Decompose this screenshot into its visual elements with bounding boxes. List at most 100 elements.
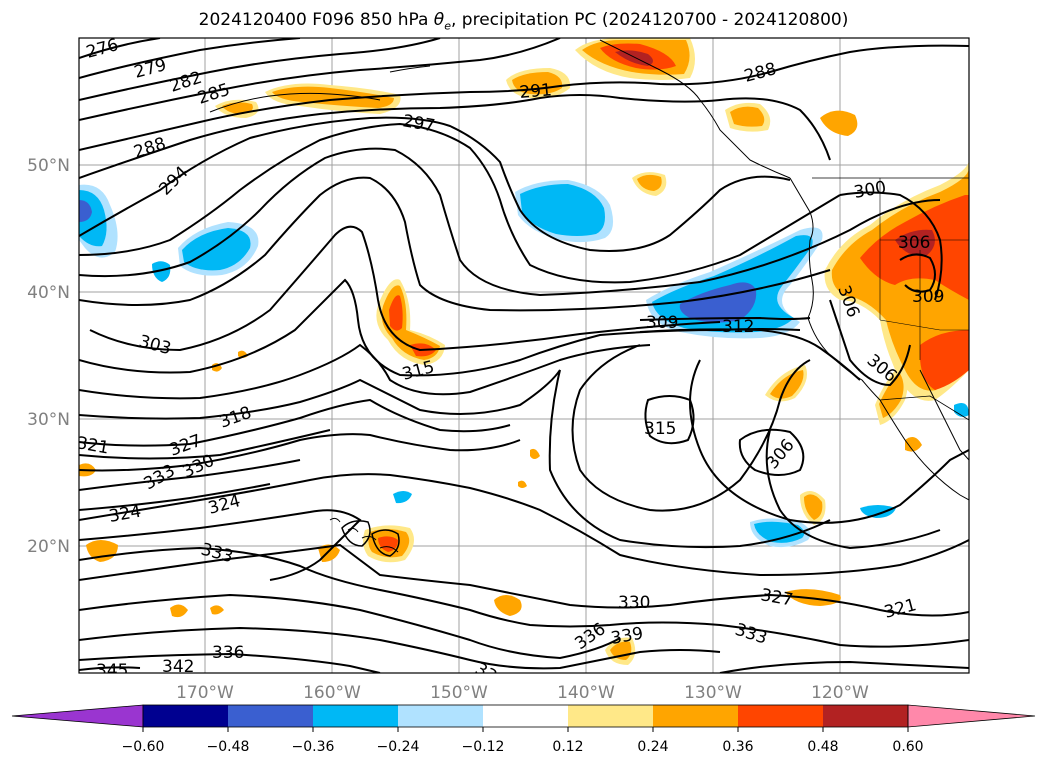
contour-label: 291 <box>519 80 553 103</box>
contour-line-324b <box>79 473 969 577</box>
lon-label-120w: 120°W <box>811 683 869 703</box>
colorbar-tick-label: 0.48 <box>807 739 838 755</box>
colorbar-tick-label: 0.12 <box>552 739 583 755</box>
precip-blob-hawaii-north <box>393 491 412 504</box>
contour-label: 309 <box>646 313 678 333</box>
title-suffix: , precipitation PC (2024120700 - 2024120… <box>450 10 849 30</box>
contour-line-279 <box>79 38 301 79</box>
contour-label: 342 <box>162 657 194 677</box>
gridlines <box>79 38 969 673</box>
precip-blob-28n-143w <box>530 448 540 459</box>
colorbar-tick-label: −0.60 <box>122 739 165 755</box>
lat-label-40n: 40°N <box>27 283 70 303</box>
precip-blob-17n-b <box>210 605 224 615</box>
precip-blob-bc-coast-o <box>730 106 765 127</box>
contour-line-321c <box>738 428 805 476</box>
contour-line-300 <box>79 147 941 297</box>
colorbar-tick-label: 0.36 <box>722 739 753 755</box>
contour-line-312 <box>639 328 861 381</box>
precip-blob-pnw-region-dr <box>895 229 935 257</box>
colorbar-tick-label: −0.24 <box>377 739 420 755</box>
precip-blob-sw-us-r <box>919 330 969 390</box>
title-prefix: 2024120400 F096 850 hPa <box>198 10 434 30</box>
contour-line-276 <box>79 38 161 59</box>
precip-blob-125w-22n-o <box>804 494 823 520</box>
precip-blob-gulf-north-o <box>512 72 563 95</box>
precip-blob-gulf-mid-o <box>637 174 662 191</box>
contour-line-303 <box>79 176 831 312</box>
contour-line-336 <box>79 593 621 660</box>
contour-label: 309 <box>912 287 944 307</box>
contour-line-297 <box>79 122 841 284</box>
lat-label-30n: 30°N <box>27 410 70 430</box>
colorbar-tick-label: −0.12 <box>462 739 505 755</box>
contour-line-342b <box>719 660 969 673</box>
contour-line-321b <box>689 359 969 524</box>
contour-loops-hawaii <box>341 520 400 557</box>
contour-line-315c <box>644 395 695 445</box>
contour-line-303b <box>89 225 721 352</box>
contour-label: 315 <box>644 419 676 439</box>
lon-label-160w: 160°W <box>303 683 361 703</box>
title-theta-symbol: θ <box>433 10 445 30</box>
contour-label: 312 <box>722 317 754 337</box>
colorbar-tick-label: −0.36 <box>292 739 335 755</box>
contour-label: 321 <box>75 433 110 458</box>
colorbar-segment <box>823 705 908 727</box>
coastline-alaska-se <box>599 39 791 179</box>
contour-line-291 <box>79 94 831 179</box>
precip-negative <box>79 180 969 548</box>
border-us-mexico <box>879 395 969 421</box>
contour-line-318 <box>79 369 831 549</box>
precip-blob-west-20n <box>86 540 118 562</box>
contour-line-309b <box>899 253 936 293</box>
precip-blob-west-edge-dark <box>79 200 92 222</box>
border-states <box>879 178 969 360</box>
lon-label-130w: 130°W <box>684 683 742 703</box>
precip-blob-gulf-core <box>520 184 605 236</box>
map-frame <box>78 37 970 674</box>
longitude-labels: 170°W 160°W 150°W 140°W 130°W 120°W <box>176 683 869 703</box>
precip-blob-mexico-w <box>905 436 922 452</box>
colorbar-segment <box>313 705 398 727</box>
precip-blob-aleutians-orange <box>272 86 394 108</box>
colorbar-segment <box>143 705 228 727</box>
precip-blob-170w-core <box>182 228 251 271</box>
coastline-alaska-peninsula <box>209 65 431 113</box>
lon-label-140w: 140°W <box>557 683 615 703</box>
map-title: 2024120400 F096 850 hPa θe, precipitatio… <box>0 10 1047 32</box>
contour-line-288 <box>79 44 969 151</box>
contour-line-315 <box>79 343 651 400</box>
precip-blob-mexico-coast <box>860 505 896 518</box>
precip-blob-baja-o <box>879 372 904 418</box>
contour-line-306c <box>765 429 941 550</box>
coastline-baja <box>879 399 969 501</box>
contour-line-327 <box>79 429 331 460</box>
coastline-gulf-of-california <box>919 369 969 461</box>
contour-label: 306 <box>898 233 930 253</box>
precip-blob-26n-145w <box>518 480 527 488</box>
contour-line-342 <box>79 652 381 673</box>
coastlines <box>209 39 969 553</box>
contour-line-327b <box>79 509 362 581</box>
colorbar-tick-label: −0.48 <box>207 739 250 755</box>
map-area: 276 279 282 285 288 288 291 294 297 300 … <box>75 38 969 677</box>
lon-label-150w: 150°W <box>430 683 488 703</box>
contour-line-306b <box>829 299 911 387</box>
colorbar-segment <box>738 705 823 727</box>
contour-line-330b <box>79 543 969 617</box>
title-theta-subscript: e <box>444 19 451 33</box>
colorbar-tick-label: 0.60 <box>892 739 923 755</box>
contour-line-330 <box>79 459 301 491</box>
contour-label: 330 <box>618 593 650 613</box>
colorbar-segment <box>653 705 738 727</box>
contour-line-345 <box>79 666 141 671</box>
precip-blob-172w <box>152 261 171 282</box>
lat-label-20n: 20°N <box>27 537 70 557</box>
contour-line-300b <box>839 191 943 301</box>
contour-line-333 <box>79 483 271 511</box>
precip-blob-155w-r <box>389 295 436 357</box>
contour-line-315b <box>571 344 811 512</box>
colorbar-extend-low <box>11 704 144 728</box>
contour-label: 336 <box>212 643 244 663</box>
